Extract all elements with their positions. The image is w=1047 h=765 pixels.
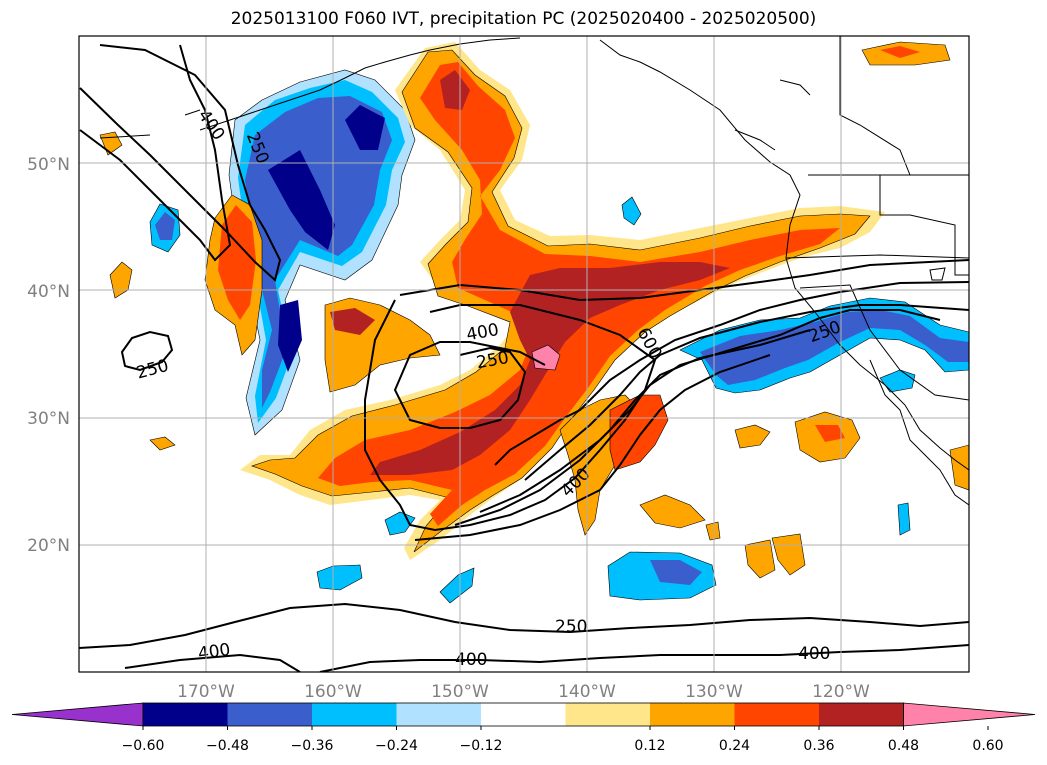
precip-field [99,41,969,604]
contour-label: 400 [455,650,487,670]
contour-label: 400 [194,106,229,144]
lon-label: 120°W [812,682,870,702]
colorbar-segment [143,703,228,726]
contour-label: 250 [134,356,171,384]
lon-labels: 170°W 160°W 150°W 140°W 130°W 120°W [177,682,870,702]
colorbar-extend-low [11,702,144,727]
colorbar-tick-label: −0.60 [122,738,165,754]
colorbar-tick-label: 0.24 [719,738,750,754]
colorbar-segment [819,703,904,726]
colorbar-tick-label: 0.60 [972,738,1003,754]
colorbar: −0.60 −0.48 −0.36 −0.24 −0.12 0.12 0.24 0.36 0.4… [11,702,1036,754]
colorbar-extend-high [903,702,1036,727]
lon-label: 140°W [558,682,616,702]
lat-label: 30°N [27,409,70,429]
colorbar-tick-label: −0.24 [375,738,418,754]
lon-label: 160°W [304,682,362,702]
contour-label: 600 [633,324,666,362]
colorbar-tick-label: −0.12 [460,738,503,754]
contour-label: 400 [798,644,830,664]
ivt-contours [79,44,969,672]
colorbar-segment [650,703,735,726]
gridlines [79,36,969,672]
contour-label: 400 [465,320,500,345]
map-frame [78,35,970,673]
contour-label: 400 [197,640,232,664]
lon-label: 150°W [431,682,489,702]
colorbar-frame [142,702,904,727]
colorbar-tick-label: 0.36 [803,738,834,754]
lon-label: 130°W [685,682,743,702]
colorbar-segment [481,703,566,726]
colorbar-segment [312,703,397,726]
colorbar-tick-label: 0.12 [634,738,665,754]
colorbar-tick-label: 0.48 [888,738,919,754]
map-title: 2025013100 F060 IVT, precipitation PC (2… [230,9,817,29]
colorbar-segment [565,703,651,726]
colorbar-tick-label: −0.48 [206,738,249,754]
colorbar-segment [227,703,313,726]
lat-label: 50°N [27,155,70,175]
colorbar-segment [734,703,820,726]
lon-label: 170°W [177,682,235,702]
colorbar-tick-label: −0.36 [291,738,334,754]
colorbar-segment [396,703,482,726]
contour-label: 250 [555,617,587,637]
lat-label: 40°N [27,282,70,302]
lat-labels: 50°N 40°N 30°N 20°N [27,155,70,556]
lat-label: 20°N [27,536,70,556]
